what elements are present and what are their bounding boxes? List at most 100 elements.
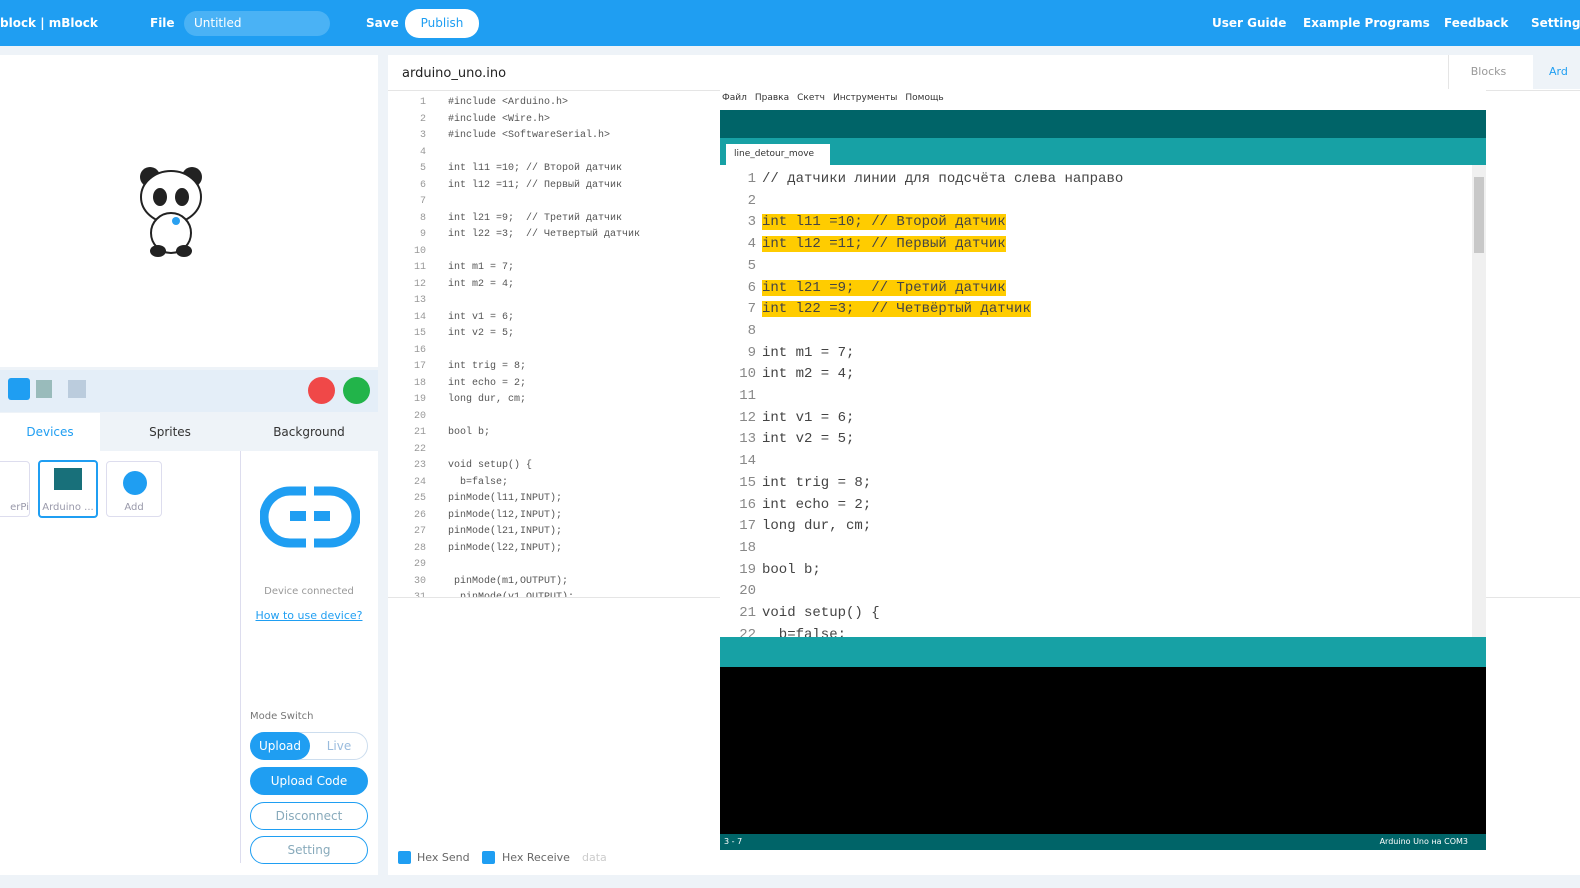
code-line: #include <Wire.h> xyxy=(448,113,551,125)
editor-tab[interactable]: Ard xyxy=(1533,55,1580,89)
upload-code-button[interactable]: Upload Code xyxy=(250,767,368,795)
stop-button[interactable] xyxy=(308,377,335,404)
line-number: 21 xyxy=(413,427,426,438)
brand: block | mBlock xyxy=(0,16,98,30)
setting-button[interactable]: Setting xyxy=(250,836,368,864)
code-line: int l12 =11; // Первый датчик xyxy=(448,179,623,191)
line-number: 17 xyxy=(739,518,756,535)
ide-tab[interactable]: line_detour_move xyxy=(726,144,830,165)
line-number: 3 xyxy=(419,130,426,141)
publish-button[interactable]: Publish xyxy=(405,9,479,38)
line-number: 26 xyxy=(413,509,426,521)
tab[interactable]: Background xyxy=(240,413,378,451)
arduino-icon xyxy=(54,468,82,490)
line-number: 9 xyxy=(747,344,756,361)
line-number: 14 xyxy=(739,453,756,470)
editor-tab[interactable]: Blocks xyxy=(1448,55,1528,89)
line-number: 11 xyxy=(739,388,756,404)
line-number: 30 xyxy=(413,575,426,587)
checkbox[interactable] xyxy=(482,851,495,864)
mode-option[interactable]: Upload xyxy=(250,732,310,760)
menu-item[interactable]: Помощь xyxy=(905,93,944,103)
top-link[interactable]: Setting xyxy=(1531,16,1580,30)
line-number: 16 xyxy=(739,496,756,513)
code-line: int v2 = 5; xyxy=(448,328,515,339)
line-number: 5 xyxy=(747,257,756,274)
line-number: 18 xyxy=(413,377,426,389)
data-input-hint[interactable]: data xyxy=(582,851,607,864)
code-line: pinMode(l22,INPUT); xyxy=(448,542,563,554)
line-number: 17 xyxy=(413,361,426,372)
line-number: 1 xyxy=(747,171,756,187)
line-number: 4 xyxy=(419,146,426,158)
line-number: 11 xyxy=(413,262,426,273)
line-number: 7 xyxy=(747,301,756,318)
layout-button[interactable] xyxy=(68,380,86,398)
top-link[interactable]: Feedback xyxy=(1444,16,1509,30)
scroll-thumb[interactable] xyxy=(1474,177,1484,253)
line-number: 7 xyxy=(419,196,426,207)
mode-option[interactable]: Live xyxy=(326,739,352,753)
line-number: 22 xyxy=(413,443,426,455)
line-number: 13 xyxy=(413,295,426,306)
file-name: arduino_uno.ino xyxy=(402,66,507,81)
line-number: 15 xyxy=(413,328,426,339)
add-device[interactable]: Add xyxy=(106,461,162,517)
top-link[interactable]: Example Programs xyxy=(1303,16,1430,30)
line-number: 8 xyxy=(419,212,426,224)
code-line: void setup() { xyxy=(448,460,533,471)
ide-menu: Файл Правка Скетч Инструменты Помощь xyxy=(722,93,952,103)
device-card[interactable]: Arduino ... xyxy=(38,460,98,518)
project-name-box[interactable]: Untitled xyxy=(184,11,330,36)
code-line: int l21 =9; // Третий датчик xyxy=(448,212,623,224)
cursor-position: 3 - 7 xyxy=(724,837,743,846)
go-button[interactable] xyxy=(343,377,370,404)
code-line: int echo = 2; xyxy=(762,496,872,513)
layout-button[interactable] xyxy=(36,380,52,398)
help-link[interactable]: How to use device? xyxy=(255,609,363,622)
line-number: 19 xyxy=(739,561,756,578)
menu-item[interactable]: Скетч xyxy=(797,93,825,103)
code-line: int m1 = 7; xyxy=(448,262,515,273)
code-line: pinMode(m1,OUTPUT); xyxy=(448,575,569,587)
line-number: 12 xyxy=(413,278,426,290)
code-line: int l11 =10; // Второй датчик xyxy=(448,163,623,174)
code-line: int m2 = 4; xyxy=(448,278,515,290)
code-line: int l12 =11; // Первый датчик xyxy=(762,236,1006,253)
code-line: pinMode(l11,INPUT); xyxy=(448,493,563,504)
disconnect-button[interactable]: Disconnect xyxy=(250,802,368,830)
stage-toolbar xyxy=(0,370,378,412)
layout-button[interactable] xyxy=(8,378,30,400)
ide-toolbar xyxy=(720,110,1486,138)
line-number: 31 xyxy=(402,592,426,597)
tab[interactable]: Sprites xyxy=(100,413,240,451)
code-line: int trig = 8; xyxy=(762,474,872,491)
menu-item[interactable]: Файл xyxy=(722,93,747,103)
tab[interactable]: Devices xyxy=(0,413,100,451)
code-line: int l11 =10; // Второй датчик xyxy=(762,214,1006,231)
code-line: int m1 = 7; xyxy=(762,344,855,361)
line-number: 22 xyxy=(739,626,756,637)
menu-item[interactable]: Правка xyxy=(754,93,790,103)
device-status: Device connected xyxy=(264,586,354,597)
top-link[interactable]: User Guide xyxy=(1212,16,1287,30)
device-card[interactable]: erPi xyxy=(0,461,30,517)
checkbox[interactable] xyxy=(398,851,411,864)
code-line: pinMode(l21,INPUT); xyxy=(448,526,563,537)
save-button[interactable]: Save xyxy=(366,16,399,30)
board-port: Arduino Uno на COM3 xyxy=(1379,837,1468,846)
line-number: 15 xyxy=(739,474,756,491)
line-number: 20 xyxy=(739,583,756,600)
menu-item[interactable]: Инструменты xyxy=(832,93,898,103)
line-number: 10 xyxy=(413,245,426,257)
line-number: 9 xyxy=(419,229,426,240)
code-line: int l22 =3; // Четвёртый датчик xyxy=(762,301,1031,318)
code-line: pinMode(l12,INPUT); xyxy=(448,509,563,521)
file-menu[interactable]: File xyxy=(150,16,175,30)
line-number: 18 xyxy=(739,539,756,556)
ide-console xyxy=(720,667,1486,834)
code-line: long dur, cm; xyxy=(762,518,872,535)
code-line: int l22 =3; // Четвертый датчик xyxy=(448,229,641,240)
code-line: long dur, cm; xyxy=(448,394,527,405)
